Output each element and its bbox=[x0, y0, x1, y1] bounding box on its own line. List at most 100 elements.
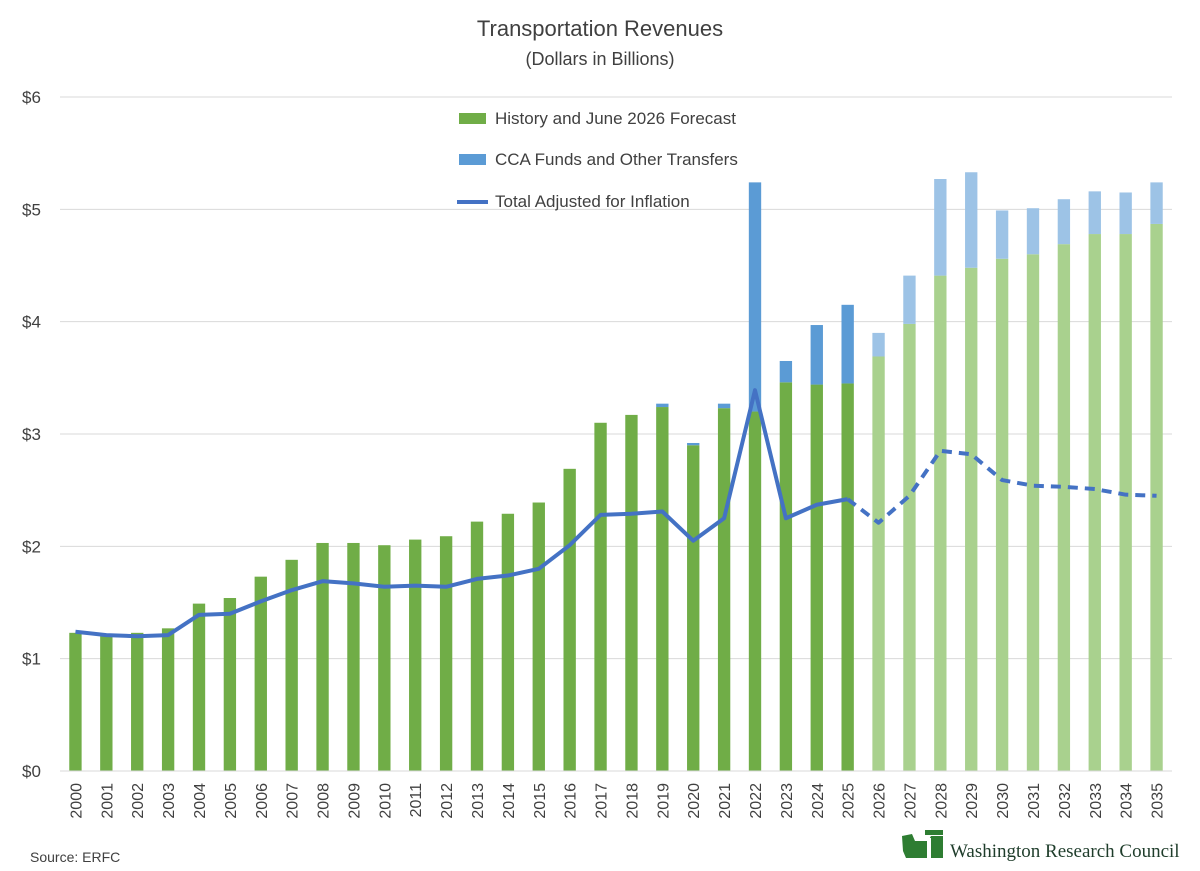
gridlines bbox=[60, 96, 1172, 660]
bar-cca-2030 bbox=[995, 210, 1009, 259]
bar-history-2032 bbox=[1057, 244, 1071, 771]
x-tick-label: 2007 bbox=[285, 783, 302, 819]
x-tick-label: 2021 bbox=[717, 783, 734, 819]
bar-cca-2026 bbox=[872, 332, 885, 357]
bar-history-2017 bbox=[594, 422, 607, 771]
y-tick-label: $2 bbox=[22, 537, 41, 556]
x-tick-label: 2026 bbox=[872, 783, 889, 819]
bar-history-2006 bbox=[254, 576, 267, 771]
bar-history-2015 bbox=[532, 502, 545, 771]
bar-cca-2035 bbox=[1150, 182, 1163, 224]
legend-swatch-cca bbox=[459, 154, 486, 165]
washington-state-icon bbox=[902, 830, 943, 858]
bar-history-2010 bbox=[378, 545, 391, 771]
x-tick-label: 2016 bbox=[563, 783, 580, 819]
bar-history-2001 bbox=[100, 633, 113, 771]
bar-cca-2022 bbox=[748, 182, 762, 412]
bar-history-2019 bbox=[656, 407, 669, 771]
x-tick-label: 2022 bbox=[748, 783, 765, 819]
bar-cca-2032 bbox=[1057, 199, 1071, 245]
x-tick-label: 2034 bbox=[1119, 783, 1136, 819]
bar-cca-2029 bbox=[965, 172, 978, 268]
x-tick-label: 2031 bbox=[1026, 783, 1043, 819]
bar-cca-2028 bbox=[934, 179, 947, 276]
x-tick-label: 2032 bbox=[1057, 783, 1074, 819]
bar-history-2025 bbox=[841, 383, 854, 771]
line-history bbox=[75, 388, 849, 639]
x-tick-label: 2000 bbox=[68, 783, 85, 819]
bar-history-2022 bbox=[748, 411, 762, 771]
legend-item-history: History and June 2026 Forecast bbox=[459, 109, 736, 128]
x-tick-label: 2024 bbox=[810, 783, 827, 819]
bar-history-2033 bbox=[1088, 234, 1101, 772]
bar-history-2018 bbox=[625, 414, 638, 771]
bar-history-2004 bbox=[192, 603, 206, 771]
bar-history-2029 bbox=[965, 267, 978, 771]
bar-history-2020 bbox=[687, 445, 700, 771]
bar-history-2034 bbox=[1119, 234, 1132, 772]
bar-history-2023 bbox=[779, 382, 793, 771]
x-tick-label: 2003 bbox=[161, 783, 178, 819]
brand-name: Washington Research Council bbox=[950, 841, 1180, 862]
y-tick-label: $3 bbox=[22, 425, 41, 444]
x-tick-label: 2006 bbox=[254, 783, 271, 819]
bar-history-2031 bbox=[1026, 254, 1040, 771]
x-tick-label: 2010 bbox=[377, 783, 394, 819]
x-axis: 2000 2001 2002 2003 2004 2005 2006 2007 2008 2009… bbox=[68, 783, 1166, 819]
x-tick-label: 2004 bbox=[192, 783, 209, 819]
bar-cca-2027 bbox=[903, 275, 916, 324]
x-tick-label: 2023 bbox=[779, 783, 796, 819]
x-tick-label: 2035 bbox=[1150, 783, 1167, 819]
legend-item-inflation: Total Adjusted for Inflation bbox=[457, 192, 690, 211]
legend: History and June 2026 Forecast CCA Funds… bbox=[457, 109, 738, 211]
bars bbox=[69, 172, 1163, 772]
bar-history-2027 bbox=[903, 323, 916, 771]
bar-history-2002 bbox=[131, 632, 144, 771]
y-tick-label: $6 bbox=[22, 88, 41, 107]
bar-history-2028 bbox=[934, 275, 947, 771]
bar-cca-2033 bbox=[1088, 191, 1101, 235]
x-tick-label: 2005 bbox=[223, 783, 240, 819]
bar-history-2016 bbox=[563, 468, 576, 771]
x-tick-label: 2014 bbox=[501, 783, 518, 819]
x-tick-label: 2018 bbox=[624, 783, 641, 819]
bar-cca-2021 bbox=[717, 403, 731, 409]
chart-title: Transportation Revenues bbox=[477, 16, 723, 41]
x-tick-label: 2012 bbox=[439, 783, 456, 819]
x-tick-label: 2015 bbox=[532, 783, 549, 819]
bar-history-2024 bbox=[810, 384, 823, 771]
bar-history-2013 bbox=[470, 521, 484, 771]
x-tick-label: 2013 bbox=[470, 783, 487, 819]
y-tick-label: $0 bbox=[22, 762, 41, 781]
bar-history-2008 bbox=[316, 542, 329, 771]
bar-cca-2023 bbox=[779, 360, 793, 383]
bar-history-2014 bbox=[501, 513, 515, 771]
bar-cca-2031 bbox=[1026, 208, 1040, 255]
x-tick-label: 2009 bbox=[346, 783, 363, 819]
bar-history-2005 bbox=[223, 598, 237, 771]
bar-history-2030 bbox=[995, 258, 1009, 771]
legend-label-inflation: Total Adjusted for Inflation bbox=[495, 192, 690, 211]
chart-subtitle: (Dollars in Billions) bbox=[525, 49, 674, 69]
x-tick-label: 2019 bbox=[655, 783, 672, 819]
x-tick-label: 2030 bbox=[995, 783, 1012, 819]
legend-item-cca: CCA Funds and Other Transfers bbox=[459, 150, 738, 169]
bar-cca-2019 bbox=[656, 403, 669, 408]
bar-history-2021 bbox=[717, 408, 731, 771]
y-axis: $0 $1 $2 $3 $4 $5 $6 bbox=[22, 88, 41, 781]
bar-cca-2025 bbox=[841, 304, 854, 384]
wrc-logo: Washington Research Council bbox=[902, 830, 1180, 862]
x-tick-label: 2002 bbox=[130, 783, 147, 819]
x-tick-label: 2011 bbox=[408, 783, 425, 818]
x-tick-label: 2027 bbox=[902, 783, 919, 819]
x-tick-label: 2025 bbox=[841, 783, 858, 819]
y-tick-label: $4 bbox=[22, 313, 41, 332]
inflation-line bbox=[75, 388, 1157, 639]
bar-history-2000 bbox=[69, 632, 82, 771]
bar-cca-2024 bbox=[810, 325, 823, 385]
bar-history-2011 bbox=[409, 539, 422, 771]
line-forecast bbox=[846, 448, 1157, 525]
bar-history-2026 bbox=[872, 356, 885, 771]
x-tick-label: 2020 bbox=[686, 783, 703, 819]
